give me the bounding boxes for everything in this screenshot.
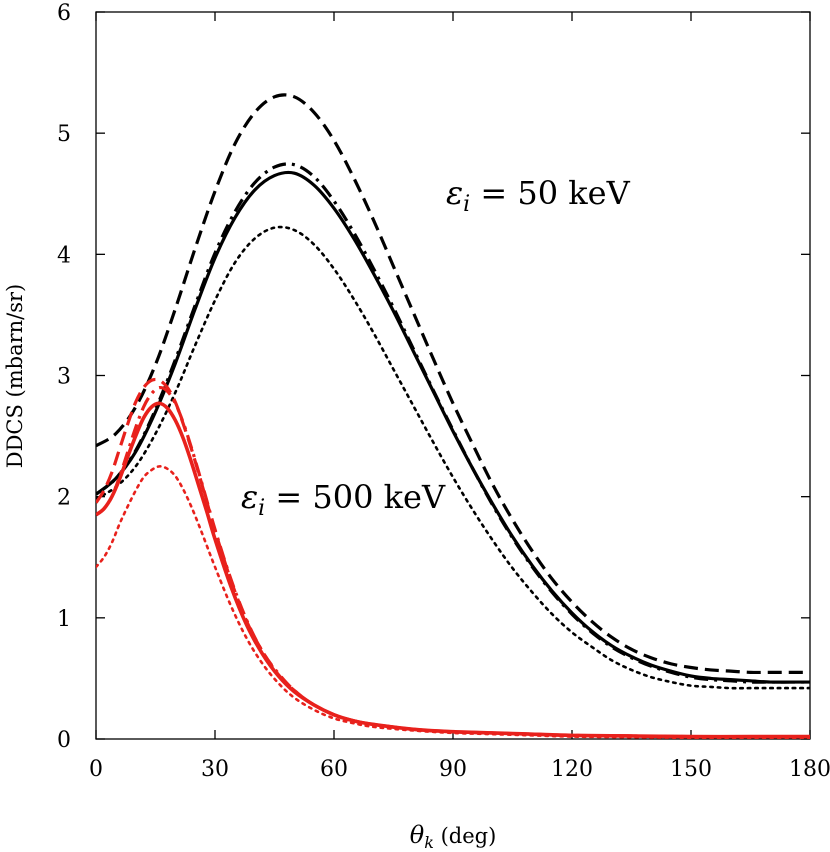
x-tick-label: 180 — [789, 757, 830, 782]
x-axis-unit: (deg) — [434, 824, 496, 848]
series-line-50kev-solid — [96, 170, 810, 684]
series-line-500kev-dashed — [96, 377, 810, 739]
annotation-50kev-sub: i — [463, 192, 470, 217]
annotation-50kev-symbol: ε — [446, 174, 463, 212]
y-tick-label: 6 — [57, 1, 71, 26]
x-tick-label: 150 — [670, 757, 712, 782]
annotation-500kev-sub: i — [258, 496, 265, 521]
annotation-50kev-text: = 50 keV — [470, 174, 630, 212]
x-tick-label: 90 — [439, 757, 467, 782]
series-line-50kev-dashdot — [96, 162, 810, 684]
y-axis-title: DDCS (mbarn/sr) — [3, 284, 27, 469]
annotation-500kev: εi = 500 keV — [241, 478, 446, 521]
axis-ticks — [95, 11, 811, 740]
axis-tick-labels: 0 30 60 90 120 150 180 0 1 2 3 4 5 6 — [57, 1, 830, 782]
y-tick-label: 0 — [57, 728, 71, 753]
y-tick-label: 3 — [57, 365, 71, 390]
plot-frame — [95, 11, 811, 740]
y-tick-label: 5 — [57, 122, 71, 147]
x-tick-label: 60 — [320, 757, 348, 782]
y-tick-label: 2 — [57, 486, 71, 511]
series-line-500kev-dashdot — [96, 385, 810, 739]
annotation-50kev: εi = 50 keV — [446, 174, 631, 217]
series-line-500kev-dotted — [96, 465, 810, 739]
x-axis-symbol: θ — [410, 821, 425, 849]
x-axis-title: θk (deg) — [410, 821, 497, 852]
x-tick-label: 30 — [201, 757, 229, 782]
series-line-50kev-dashed — [96, 93, 810, 675]
x-axis-subscript: k — [424, 833, 434, 852]
y-tick-label: 1 — [57, 607, 71, 632]
x-tick-label: 0 — [89, 757, 103, 782]
series-group — [96, 93, 810, 739]
annotation-500kev-symbol: ε — [241, 478, 258, 516]
y-tick-label: 4 — [57, 243, 71, 268]
annotation-500kev-text: = 500 keV — [265, 478, 446, 516]
series-line-50kev-dotted — [96, 225, 810, 690]
x-tick-label: 120 — [551, 757, 593, 782]
